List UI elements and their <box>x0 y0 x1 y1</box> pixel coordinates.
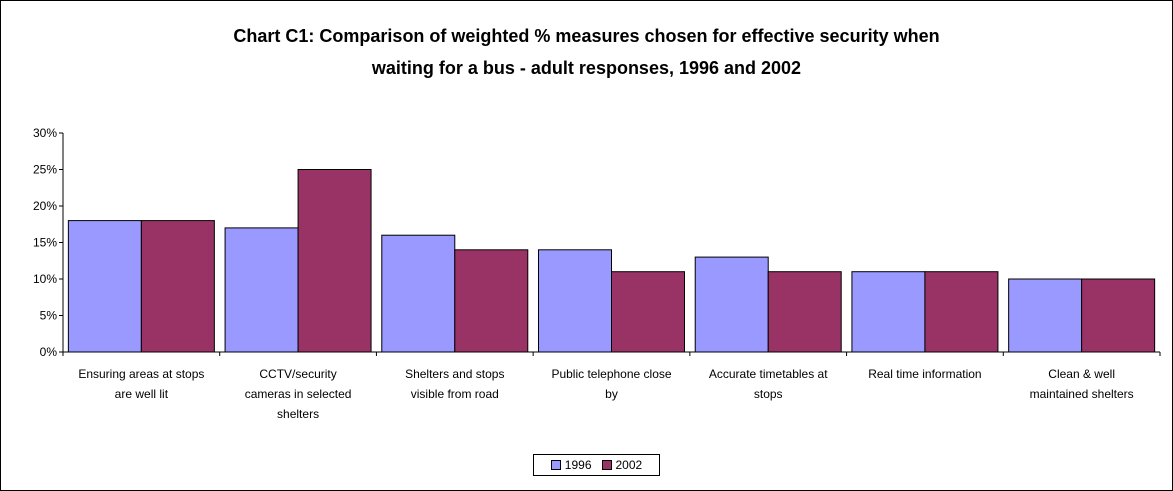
bar-1996-1 <box>224 227 299 353</box>
bar-1996-6 <box>1008 278 1083 353</box>
legend-item-1996: 1996 <box>550 458 592 472</box>
bar-1996-5 <box>851 271 926 353</box>
legend-swatch-2002 <box>601 460 612 470</box>
y-tick-label: 30% <box>33 126 57 140</box>
y-tick-label: 10% <box>33 272 57 286</box>
legend-label-2002: 2002 <box>615 458 643 472</box>
x-category-label: Shelters and stops <box>405 367 504 381</box>
legend-item-2002: 2002 <box>601 458 643 472</box>
bar-1996-0 <box>67 220 142 353</box>
bar-1996-2 <box>381 234 456 353</box>
legend-label-1996: 1996 <box>564 458 592 472</box>
x-category-label: shelters <box>277 407 319 421</box>
chart-title-line-1: Chart C1: Comparison of weighted % measu… <box>233 26 940 46</box>
x-category-label: maintained shelters <box>1030 387 1134 401</box>
x-category-label: by <box>605 387 618 401</box>
chart-title-line-2: waiting for a bus - adult responses, 199… <box>371 58 802 78</box>
x-category-label: visible from road <box>411 387 499 401</box>
x-category-label: Ensuring areas at stops <box>78 367 204 381</box>
bar-2002-6 <box>1081 278 1156 353</box>
bar-2002-0 <box>140 220 215 353</box>
chart-title: Chart C1: Comparison of weighted % measu… <box>0 20 1173 84</box>
y-tick-label: 25% <box>33 163 57 177</box>
bar-2002-2 <box>454 249 529 353</box>
x-category-label: are well lit <box>115 387 169 401</box>
x-category-label: CCTV/security <box>259 367 336 381</box>
y-tick-label: 0% <box>40 345 58 359</box>
bar-2002-5 <box>924 271 999 353</box>
y-tick-label: 20% <box>33 199 57 213</box>
x-category-label: Public telephone close <box>551 367 671 381</box>
bar-2002-1 <box>297 169 372 353</box>
x-category-label: stops <box>754 387 783 401</box>
bar-2002-4 <box>767 271 842 353</box>
legend: 1996 2002 <box>533 454 660 476</box>
y-tick-label: 5% <box>40 309 58 323</box>
bar-2002-3 <box>611 271 685 353</box>
x-category-label: Real time information <box>868 367 981 381</box>
legend-swatch-1996 <box>550 460 561 470</box>
bar-1996-3 <box>538 249 612 353</box>
x-category-label: Accurate timetables at <box>709 367 828 381</box>
y-tick-label: 15% <box>33 236 57 250</box>
x-category-label: Clean & well <box>1048 367 1115 381</box>
x-category-label: cameras in selected <box>245 387 352 401</box>
bar-1996-4 <box>694 256 769 353</box>
